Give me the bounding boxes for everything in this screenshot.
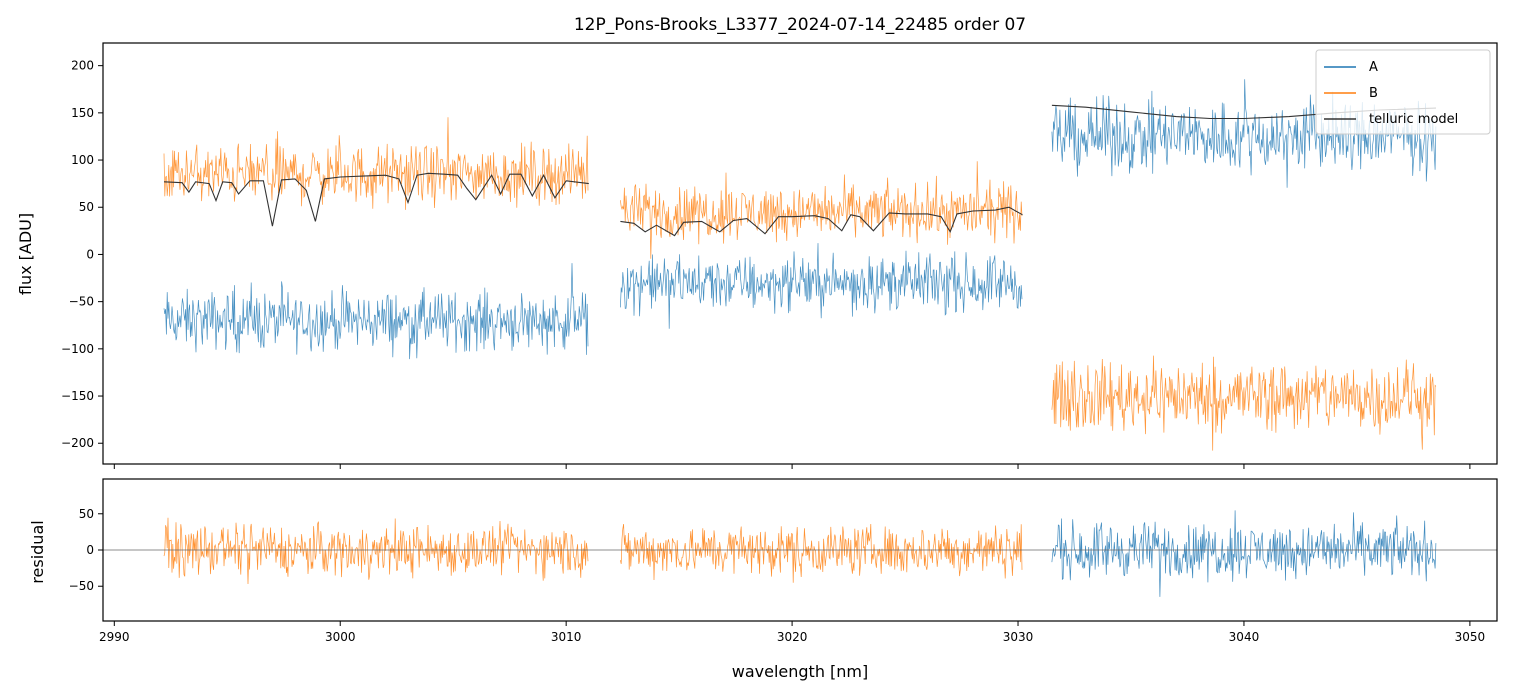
flux-y-tick-label: −200 xyxy=(61,436,94,450)
flux-y-tick-label: −100 xyxy=(61,342,94,356)
flux-x-ticks xyxy=(113,464,1471,469)
residual-x-tick-label: 3040 xyxy=(1229,630,1260,644)
flux-y-tick-label: 100 xyxy=(71,153,94,167)
residual-y-tick-label: 0 xyxy=(86,543,94,557)
flux-y-ticks: −200 −150 −100 −50 0 50 100 150 200 xyxy=(61,59,103,450)
flux-y-tick-label: 0 xyxy=(86,247,94,261)
flux-panel: −200 −150 −100 −50 0 50 100 150 200 flux [ADU] A… xyxy=(16,42,1498,469)
legend-label-telluric: telluric model xyxy=(1369,112,1458,127)
residual-y-tick-label: 50 xyxy=(79,507,94,521)
residual-x-tick-label: 2990 xyxy=(99,630,130,644)
flux-y-tick-label: 150 xyxy=(71,106,94,120)
residual-x-tick-label: 3030 xyxy=(1003,630,1034,644)
residual-y-ticks: −50 0 50 xyxy=(69,507,103,593)
residual-series-segment-2 xyxy=(620,523,1023,583)
residual-x-tick-label: 3010 xyxy=(551,630,582,644)
legend-box xyxy=(1315,49,1491,135)
flux-y-tick-label: −50 xyxy=(69,295,94,309)
telluric-model-segment-2 xyxy=(620,206,1023,237)
residual-series-segment-1 xyxy=(163,517,589,585)
residual-series-segment-3 xyxy=(1051,510,1437,597)
residual-x-ticks: 2990 3000 3010 3020 3030 3040 3050 xyxy=(99,621,1485,644)
legend: A B telluric model xyxy=(1315,49,1491,135)
legend-label-a: A xyxy=(1369,60,1378,75)
residual-x-tick-label: 3000 xyxy=(325,630,356,644)
flux-series-a-segment-3 xyxy=(1051,79,1437,188)
flux-y-tick-label: −150 xyxy=(61,389,94,403)
residual-xlabel: wavelength [nm] xyxy=(732,662,869,681)
flux-series-layer xyxy=(163,79,1437,451)
flux-series-b-segment-1 xyxy=(163,117,589,210)
flux-series-a-segment-2 xyxy=(620,243,1023,329)
residual-x-tick-label: 3050 xyxy=(1455,630,1486,644)
residual-x-tick-label: 3020 xyxy=(777,630,808,644)
flux-axes-frame xyxy=(102,42,1498,465)
flux-series-b-segment-2 xyxy=(620,161,1023,259)
flux-y-tick-label: 50 xyxy=(79,200,94,214)
residual-series-layer xyxy=(103,510,1497,597)
flux-series-b-segment-3 xyxy=(1051,355,1437,451)
flux-ylabel: flux [ADU] xyxy=(16,213,35,295)
flux-y-tick-label: 200 xyxy=(71,59,94,73)
chart-title: 12P_Pons-Brooks_L3377_2024-07-14_22485 o… xyxy=(574,15,1026,35)
flux-series-a-segment-1 xyxy=(163,263,589,360)
legend-label-b: B xyxy=(1369,86,1378,101)
residual-y-tick-label: −50 xyxy=(69,579,94,593)
residual-ylabel: residual xyxy=(28,520,47,583)
telluric-model-segment-1 xyxy=(163,172,589,227)
residual-panel: −50 0 50 2990 3000 3010 3020 3030 3040 3050 resi… xyxy=(28,478,1498,681)
